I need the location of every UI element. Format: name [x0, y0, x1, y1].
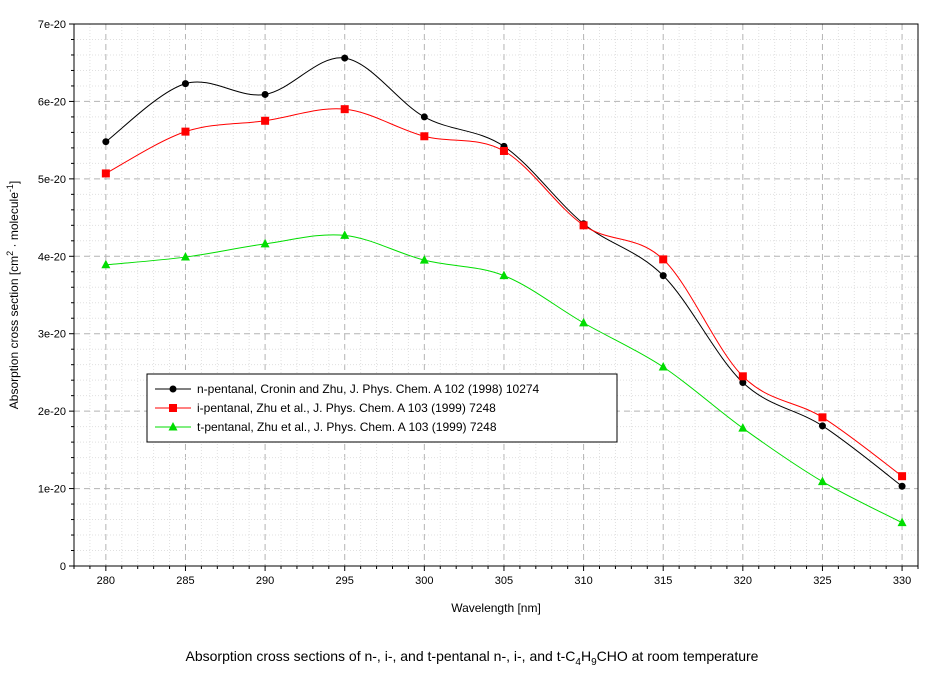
series-3-point: [897, 517, 907, 527]
y-axis-title-main: Absorption cross section [cm: [7, 256, 21, 409]
caption-after: CHO at room temperature: [596, 648, 759, 664]
series-3-line: [105, 234, 903, 524]
series-1-point: [818, 422, 826, 430]
series-2-point: [261, 116, 270, 125]
series-2-point: [579, 221, 588, 230]
y-tick-label: 6e-20: [38, 96, 66, 108]
series-2-point: [738, 372, 747, 381]
legend-marker-3: [168, 422, 178, 431]
x-tick-label: 295: [336, 575, 354, 587]
series-3-point: [817, 476, 827, 486]
x-tick-label: 290: [256, 575, 274, 587]
legend-label-3: t-pentanal, Zhu et al., J. Phys. Chem. A…: [197, 420, 497, 434]
caption-mid: H: [580, 648, 592, 664]
series-1-point: [739, 378, 747, 386]
series-3-point: [101, 259, 111, 269]
series-lines: [101, 54, 907, 527]
series-2-line: [105, 108, 903, 477]
x-tick-label: 315: [654, 575, 672, 587]
caption-before: Absorption cross sections of n-, i-, and…: [185, 648, 576, 664]
series-3-point: [579, 317, 589, 327]
x-tick-label: 325: [813, 575, 831, 587]
series-1-point: [102, 138, 110, 146]
legend-box: [146, 373, 618, 443]
legend: n-pentanal, Cronin and Zhu, J. Phys. Che…: [146, 373, 618, 443]
x-tick-label: 285: [176, 575, 194, 587]
y-tick-label: 5e-20: [38, 174, 66, 186]
legend-label-2: i-pentanal, Zhu et al., J. Phys. Chem. A…: [197, 401, 496, 415]
y-axis-title-sup2: -1: [5, 184, 15, 192]
series-3: [101, 230, 907, 527]
series-2-point: [420, 132, 429, 141]
series-3-point: [658, 362, 668, 371]
series-1-point: [420, 113, 428, 121]
series-2-point: [340, 105, 349, 114]
x-tick-label: 300: [415, 575, 433, 587]
series-3-point: [419, 255, 429, 264]
series-3-point: [499, 270, 509, 280]
chart-caption: Absorption cross sections of n-, i-, and…: [0, 648, 944, 668]
x-tick-label: 330: [893, 575, 911, 587]
y-tick-label: 7e-20: [38, 19, 66, 31]
series-3-point: [180, 252, 190, 261]
series-2-point: [818, 413, 827, 422]
caption-sub1: 4: [575, 656, 581, 668]
series-1-point: [181, 80, 189, 88]
y-tick-label: 2e-20: [38, 406, 66, 418]
x-tick-label: 320: [734, 575, 752, 587]
series-1-point: [659, 272, 667, 280]
series-1-point: [341, 54, 349, 62]
x-tick-label: 305: [495, 575, 513, 587]
caption-sub2: 9: [591, 656, 597, 668]
x-tick-label: 280: [97, 575, 115, 587]
plot-frame: [73, 23, 919, 567]
y-axis-title-end: ]: [7, 181, 21, 184]
series-1-point: [898, 482, 906, 490]
x-tick-label: 310: [574, 575, 592, 587]
y-axis-title: Absorption cross section [cm2 · molecule…: [5, 181, 21, 409]
x-axis-title: Wavelength [nm]: [451, 601, 541, 615]
series-2-point: [101, 169, 110, 178]
y-tick-label: 4e-20: [38, 251, 66, 263]
series-3-point: [340, 230, 350, 239]
series-2-point: [181, 127, 190, 136]
series-1-point: [261, 90, 269, 98]
series-3-point: [738, 423, 748, 432]
y-tick-label: 3e-20: [38, 329, 66, 341]
y-axis-title-mid: · molecule: [7, 192, 21, 251]
y-axis-title-sup1: 2: [5, 251, 15, 256]
series-2-point: [499, 146, 508, 155]
axis-ticks: 280 285 290 295 300 305 310 315 320 325 330 0 1e-20 2…: [38, 19, 919, 587]
series-2-point: [659, 255, 668, 264]
series-2-point: [898, 472, 907, 481]
legend-marker-2: [169, 404, 177, 412]
grid: [73, 24, 919, 566]
y-tick-label: 0: [60, 561, 66, 573]
legend-label-1: n-pentanal, Cronin and Zhu, J. Phys. Che…: [197, 382, 540, 396]
legend-marker-1: [169, 385, 177, 393]
chart-svg: 280 285 290 295 300 305 310 315 320 325 330 0 1e-20 2…: [5, 19, 919, 615]
series-2: [101, 105, 907, 481]
y-tick-label: 1e-20: [38, 484, 66, 496]
series-3-point: [260, 238, 270, 248]
